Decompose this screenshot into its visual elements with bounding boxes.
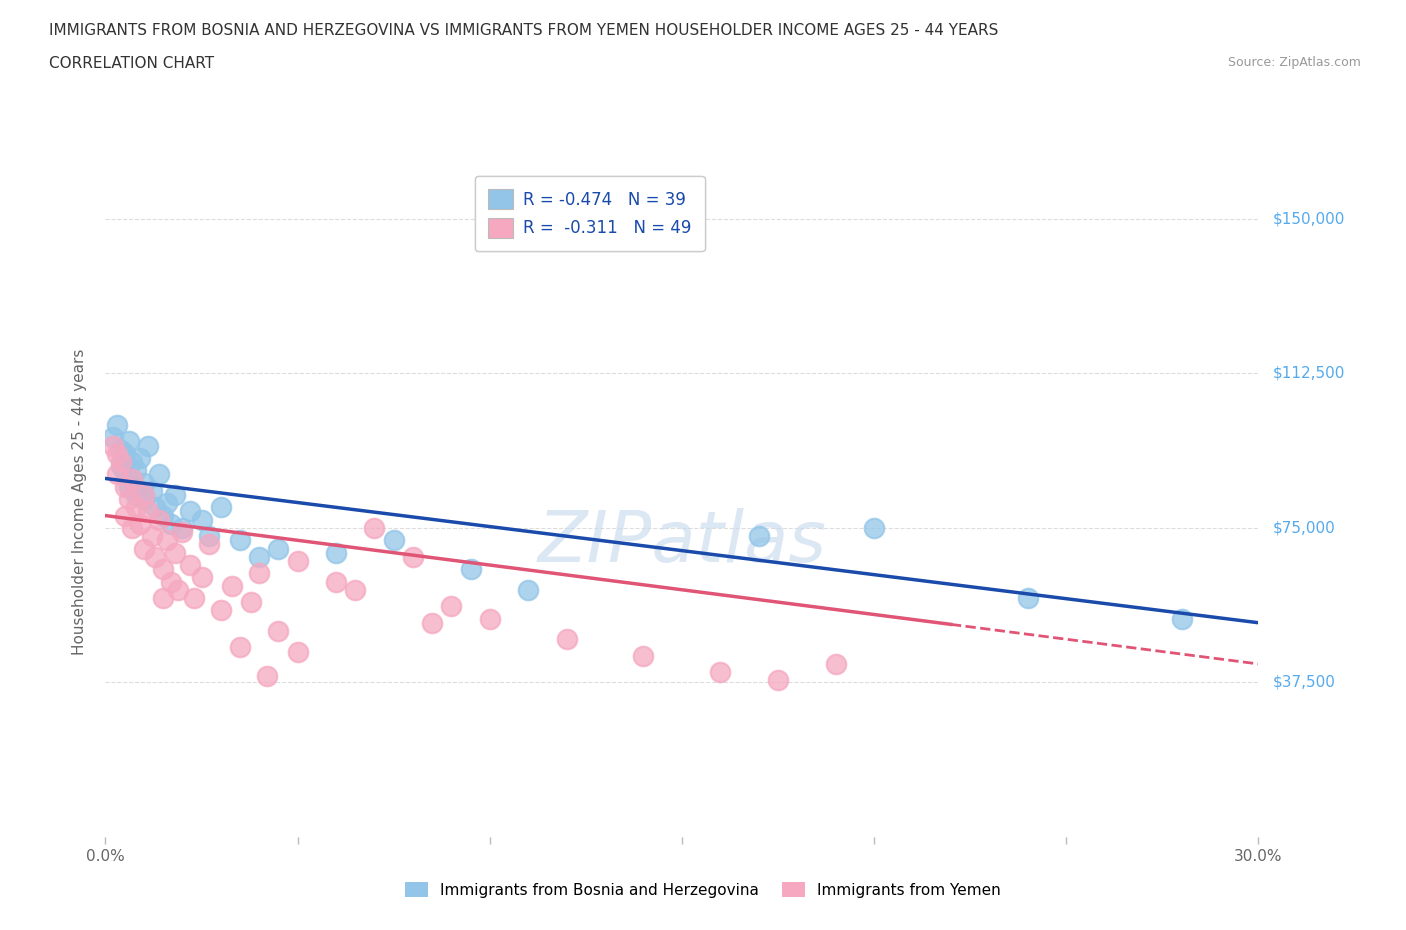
Text: $150,000: $150,000 — [1272, 211, 1344, 226]
Point — [132, 541, 155, 556]
Text: CORRELATION CHART: CORRELATION CHART — [49, 56, 214, 71]
Point — [209, 603, 232, 618]
Point — [145, 550, 167, 565]
Point — [125, 487, 148, 502]
Point — [198, 537, 221, 551]
Point — [121, 521, 143, 536]
Point — [159, 574, 181, 589]
Point — [287, 553, 309, 568]
Point — [766, 673, 789, 688]
Point — [145, 500, 167, 515]
Point — [863, 521, 886, 536]
Point — [121, 472, 143, 486]
Point — [141, 529, 163, 544]
Point — [159, 516, 181, 531]
Point — [117, 492, 139, 507]
Point — [121, 472, 143, 486]
Point — [240, 594, 263, 609]
Text: IMMIGRANTS FROM BOSNIA AND HERZEGOVINA VS IMMIGRANTS FROM YEMEN HOUSEHOLDER INCO: IMMIGRANTS FROM BOSNIA AND HERZEGOVINA V… — [49, 23, 998, 38]
Point — [287, 644, 309, 659]
Point — [167, 582, 190, 597]
Text: $37,500: $37,500 — [1272, 675, 1336, 690]
Point — [179, 558, 201, 573]
Point — [110, 443, 132, 458]
Point — [105, 418, 128, 432]
Point — [117, 434, 139, 449]
Point — [209, 500, 232, 515]
Point — [478, 611, 501, 626]
Text: Source: ZipAtlas.com: Source: ZipAtlas.com — [1227, 56, 1361, 69]
Point — [114, 467, 136, 482]
Point — [110, 455, 132, 470]
Point — [198, 529, 221, 544]
Point — [221, 578, 243, 593]
Point — [129, 450, 152, 465]
Point — [267, 623, 290, 638]
Point — [156, 533, 179, 548]
Point — [344, 582, 367, 597]
Point — [105, 446, 128, 461]
Point — [555, 631, 578, 646]
Point — [1170, 611, 1192, 626]
Point — [141, 484, 163, 498]
Point — [440, 599, 463, 614]
Point — [229, 533, 252, 548]
Point — [114, 508, 136, 523]
Point — [247, 565, 270, 580]
Point — [117, 479, 139, 494]
Point — [132, 492, 155, 507]
Point — [824, 657, 846, 671]
Point — [179, 504, 201, 519]
Point — [247, 550, 270, 565]
Legend: Immigrants from Bosnia and Herzegovina, Immigrants from Yemen: Immigrants from Bosnia and Herzegovina, … — [399, 875, 1007, 904]
Point — [325, 545, 347, 560]
Point — [152, 562, 174, 577]
Point — [152, 508, 174, 523]
Point — [163, 545, 186, 560]
Point — [152, 591, 174, 605]
Point — [110, 458, 132, 473]
Point — [460, 562, 482, 577]
Legend: R = -0.474   N = 39, R =  -0.311   N = 49: R = -0.474 N = 39, R = -0.311 N = 49 — [475, 176, 704, 251]
Point — [229, 640, 252, 655]
Point — [190, 512, 212, 527]
Point — [363, 521, 385, 536]
Point — [125, 500, 148, 515]
Point — [190, 570, 212, 585]
Point — [148, 467, 170, 482]
Point — [156, 496, 179, 511]
Point — [709, 665, 731, 680]
Point — [136, 504, 159, 519]
Point — [382, 533, 405, 548]
Point — [105, 467, 128, 482]
Point — [132, 475, 155, 490]
Point — [633, 648, 655, 663]
Point — [172, 525, 194, 539]
Point — [114, 479, 136, 494]
Point — [256, 669, 278, 684]
Text: $75,000: $75,000 — [1272, 521, 1336, 536]
Text: $112,500: $112,500 — [1272, 365, 1344, 381]
Point — [101, 438, 124, 453]
Point — [114, 446, 136, 461]
Point — [517, 582, 540, 597]
Point — [163, 487, 186, 502]
Point — [121, 455, 143, 470]
Point — [183, 591, 205, 605]
Point — [1017, 591, 1039, 605]
Point — [172, 521, 194, 536]
Point — [132, 487, 155, 502]
Point — [420, 616, 443, 631]
Point — [125, 463, 148, 478]
Point — [136, 438, 159, 453]
Y-axis label: Householder Income Ages 25 - 44 years: Householder Income Ages 25 - 44 years — [72, 349, 87, 656]
Point — [325, 574, 347, 589]
Point — [267, 541, 290, 556]
Point — [129, 516, 152, 531]
Point — [148, 512, 170, 527]
Point — [402, 550, 425, 565]
Point — [748, 529, 770, 544]
Point — [101, 430, 124, 445]
Text: ZIPatlas: ZIPatlas — [537, 508, 827, 577]
